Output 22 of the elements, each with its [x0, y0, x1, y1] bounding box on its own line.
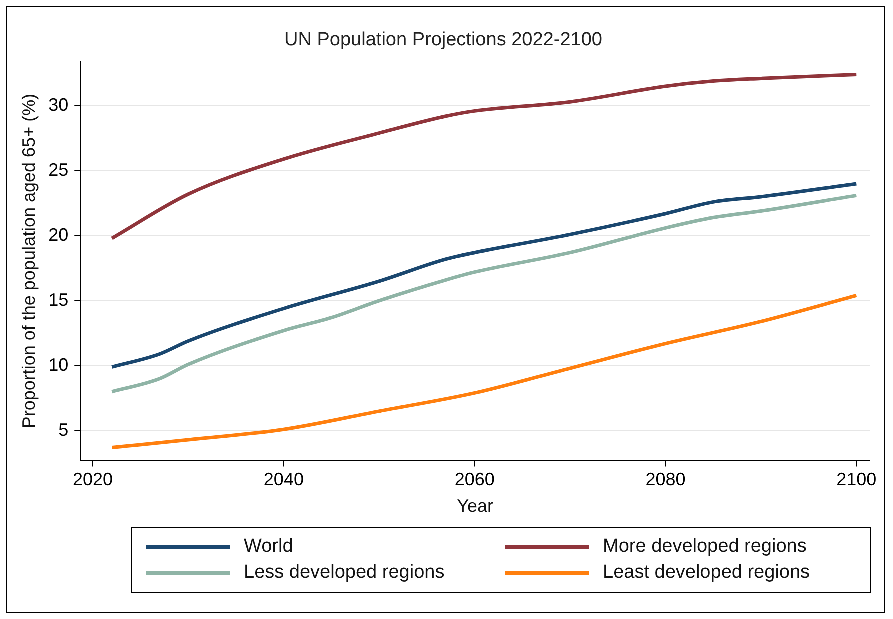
x-tick-label: 2020: [73, 470, 114, 490]
x-tick-label: 2040: [264, 470, 304, 490]
y-tick-label: 25: [48, 160, 69, 180]
x-tick-label: 2060: [454, 470, 495, 490]
line-series: [110, 194, 858, 394]
y-axis-title: Proportion of the population aged 65+ (%): [18, 94, 39, 429]
y-tick-label: 5: [58, 420, 69, 440]
y-tick-label: 10: [48, 354, 69, 375]
line-series: [110, 294, 858, 450]
x-tick-label: 2080: [646, 470, 686, 490]
line-series: [110, 182, 858, 369]
x-axis-title: Year: [457, 496, 494, 516]
y-tick-label: 30: [48, 94, 69, 115]
legend-label: Least developed regions: [603, 562, 810, 584]
legend-label: More developed regions: [603, 536, 807, 558]
y-tick-label: 20: [48, 224, 69, 245]
y-tick-label: 15: [48, 290, 69, 310]
x-tick-label: 2100: [836, 470, 877, 490]
chart-title: UN Population Projections 2022-2100: [284, 30, 602, 51]
legend-label: Less developed regions: [244, 562, 445, 584]
legend-label: World: [244, 536, 294, 558]
line-series: [110, 73, 858, 240]
